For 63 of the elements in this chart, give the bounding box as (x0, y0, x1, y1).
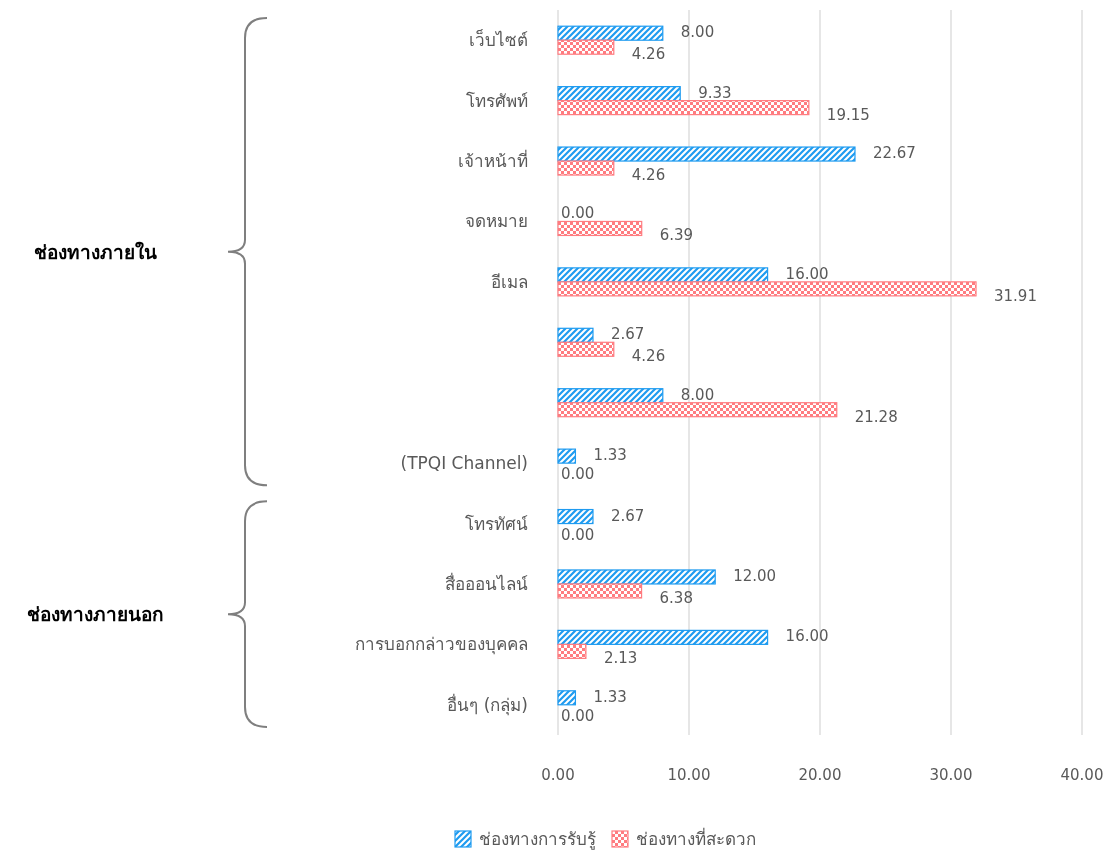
y-tick-label: เจ้าหน้าที่ (458, 149, 528, 172)
data-label: 2.67 (610, 325, 645, 344)
data-label: 21.28 (854, 407, 898, 426)
data-label: 6.39 (659, 226, 694, 245)
data-label: 22.67 (872, 144, 916, 163)
data-label: 8.00 (680, 23, 715, 42)
x-tick-label: 40.00 (1060, 766, 1104, 784)
bar (557, 448, 577, 464)
x-tick-label: 10.00 (667, 766, 711, 784)
y-tick-label: อื่นๆ (กลุ่ม) (447, 692, 528, 716)
bar (557, 39, 615, 55)
data-label: 19.15 (826, 105, 870, 124)
data-label: 1.33 (593, 687, 627, 706)
data-label: 16.00 (785, 264, 829, 283)
bar (557, 146, 856, 162)
bar (557, 281, 977, 297)
bar (557, 160, 615, 176)
data-label: 6.38 (659, 588, 693, 607)
bar (557, 643, 587, 659)
data-label: 8.00 (680, 385, 715, 404)
data-label: 2.13 (603, 649, 638, 668)
x-tick-label: 20.00 (798, 766, 842, 784)
data-label: 4.26 (631, 347, 666, 366)
data-label: 9.33 (698, 83, 732, 102)
data-label: 0.00 (561, 465, 595, 484)
bar (557, 86, 681, 102)
data-label: 0.00 (561, 204, 595, 223)
bar (557, 569, 716, 585)
y-tick-label: โทรทัศน์ (465, 513, 528, 534)
bar (557, 629, 769, 645)
y-tick-label: (TPQI Channel) (400, 453, 528, 474)
bar (557, 388, 664, 404)
y-tick-label: จดหมาย (465, 211, 528, 232)
text: ช่องทางภายนอก (26, 603, 164, 626)
bar (557, 100, 810, 116)
data-label: 16.00 (785, 627, 829, 646)
y-tick-label: เว็บไซต์ (469, 29, 528, 51)
data-label: 12.00 (733, 566, 777, 585)
bar (557, 341, 615, 357)
data-label: 1.33 (593, 446, 627, 465)
legend-label: ช่องทางที่สะดวก (636, 827, 756, 849)
data-label: 0.00 (561, 525, 595, 544)
bar (557, 690, 577, 706)
x-tick-label: 0.00 (541, 766, 575, 784)
text: ช่องทางภายใน (33, 240, 157, 263)
data-label: 2.67 (610, 506, 645, 525)
bar (557, 220, 643, 237)
bar (557, 508, 594, 525)
y-tick-label: โทรศัพท์ (466, 90, 528, 111)
bar (557, 583, 643, 599)
data-label: 4.26 (631, 45, 666, 64)
data-label: 31.91 (994, 286, 1037, 305)
bar (557, 402, 838, 418)
bar (557, 267, 769, 283)
y-tick-label: อีเมล (491, 271, 528, 292)
bar (557, 327, 594, 343)
legend-label: ช่องทางการรับรู้ (479, 829, 596, 850)
y-tick-label: การบอกกล่าวของบุคคล (355, 634, 528, 656)
data-label: 4.26 (631, 166, 666, 185)
data-label: 0.00 (561, 706, 595, 725)
x-tick-label: 30.00 (929, 766, 973, 784)
y-tick-label: สื่อออนไลน์ (445, 571, 528, 594)
bar (557, 25, 664, 41)
